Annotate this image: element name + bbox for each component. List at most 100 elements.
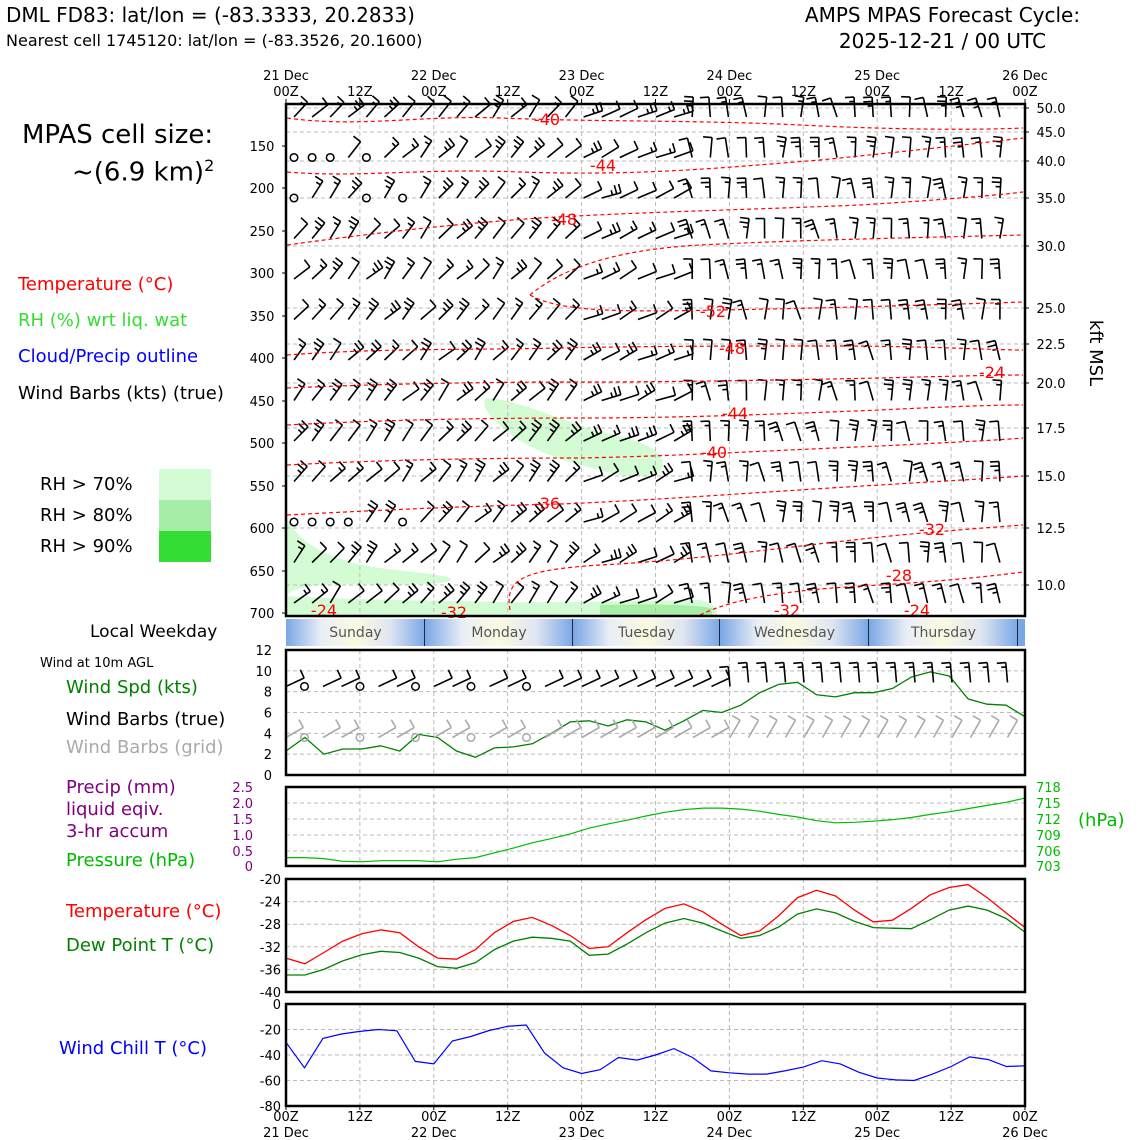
barb-staff [920,462,929,482]
barb-flag [949,583,959,588]
barb-flag [443,591,448,597]
grid-wind-barb [285,719,305,739]
wind-barb [619,140,639,159]
isotherm-label: -32 [919,520,945,539]
barb-flag [356,460,364,469]
wind-barb [438,540,451,563]
barb-staff [832,137,838,158]
barb-staff [866,381,874,401]
barb-flag [318,298,327,306]
wind-barb [384,299,402,321]
weekday-block [720,619,869,646]
barb-staff [922,259,929,280]
barb-staff [420,424,434,442]
barb-flag [678,222,688,228]
barb-staff [994,340,1001,361]
barb-flag [298,423,306,431]
barb-staff [637,229,657,240]
calm-circle [361,193,371,203]
barb-flag [530,468,536,473]
barb-flag [531,219,540,227]
barb-flag [996,145,1002,148]
barb-flag [682,182,688,186]
barb-staff [438,545,451,563]
true-wind-barb [978,661,990,683]
barb-staff [311,548,328,564]
isotherm-label: -48 [551,210,577,229]
barb-flag [788,460,799,464]
wind-barb [564,541,580,564]
barb-flag [532,459,541,466]
barb-flag [476,459,486,465]
barb-flag [732,582,742,587]
barb-flag [332,337,342,344]
barb-flag [758,297,769,301]
calm-circle [289,517,299,527]
barb-flag [824,137,834,141]
barb-flag [391,142,397,148]
barb-staff [329,467,346,483]
pressure-tick-label: 200 [250,182,275,197]
barb-staff [708,420,712,442]
wind-barb [971,217,983,239]
wind-barb [951,299,965,320]
barb-flag [373,217,382,225]
rh70-swatch [159,469,211,500]
barb-flag [575,719,582,728]
barb-flag [591,344,598,353]
barb-staff [957,97,965,118]
temperature-tick-label: -24 [260,896,281,911]
wind-barb [864,501,874,523]
wind-barb [775,298,786,320]
wind-barb [311,378,326,401]
barb-flag [826,339,836,342]
wind-barb [528,175,541,199]
wind-barb [438,500,454,523]
wind-barb [619,341,638,361]
barb-staff [619,433,640,442]
barb-staff [510,508,528,523]
barb-flag [313,341,322,348]
barb-staff [619,307,637,321]
top-date-label: 21 Dec [263,69,309,84]
barb-staff [939,583,947,604]
barb-flag [888,181,894,184]
barb-flag [634,465,640,475]
barb-staff [474,548,491,564]
top-hour-label: 00Z [273,85,299,100]
barb-staff [674,726,693,739]
true-wind-barb [322,669,342,688]
barb-flag [775,176,785,179]
barb-flag [446,298,454,307]
bottom-hour-label: 12Z [791,1110,817,1125]
barb-flag [830,303,836,306]
height-tick-label: 15.0 [1037,470,1066,485]
barb-flag [387,499,397,507]
barb-flag [386,175,395,182]
wind-barb [813,378,824,401]
wind-barb [738,460,749,482]
barb-flag [392,339,400,347]
wind-barb [683,258,694,280]
legend-cloud: Cloud/Precip outline [18,346,199,367]
barb-staff [673,430,692,442]
barb-staff [781,218,785,239]
barb-flag [388,378,398,386]
wind-barb [916,339,929,361]
true-wind-barb [600,669,620,688]
barb-staff [456,266,474,280]
barb-flag [733,96,743,101]
barb-staff [851,340,856,361]
wind-barb [858,380,874,401]
wind-barb [528,380,546,402]
barb-staff [583,515,604,523]
barb-flag [731,502,741,507]
wind-barb [383,582,400,604]
barb-staff [528,262,543,280]
wind-barb [655,343,676,361]
barb-staff [378,726,397,739]
isotherm-label: -24 [979,363,1005,382]
barb-flag [319,264,325,269]
barb-staff [854,299,859,320]
barb-staff [474,103,491,118]
